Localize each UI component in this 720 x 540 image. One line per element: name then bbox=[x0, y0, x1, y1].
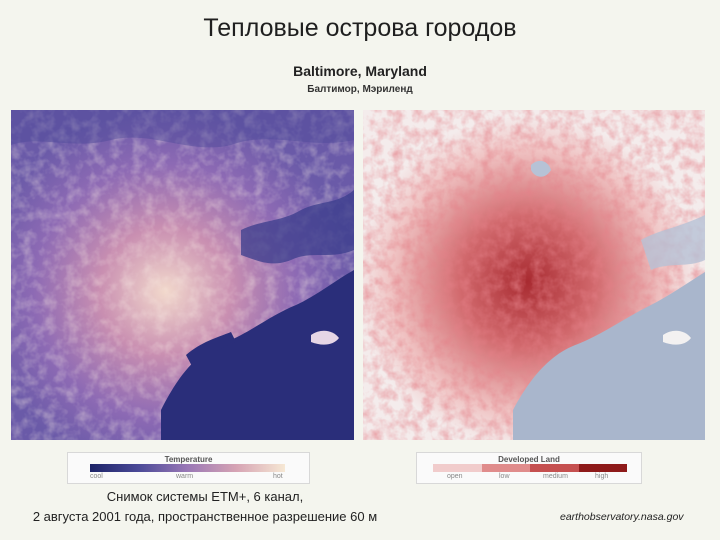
legend-swatch-open bbox=[433, 464, 482, 472]
temperature-map-image bbox=[11, 110, 354, 440]
legend-label-medium: medium bbox=[543, 473, 568, 480]
source-credit: earthobservatory.nasa.gov bbox=[560, 511, 684, 523]
subtitle-english: Baltimore, Maryland bbox=[293, 63, 427, 79]
legend-label-cool: cool bbox=[90, 473, 103, 480]
developed-land-legend: Developed Land open low medium high bbox=[416, 452, 642, 484]
developed-land-map-image bbox=[363, 110, 705, 440]
legend-label-warm: warm bbox=[176, 473, 194, 480]
page-title: Тепловые острова городов bbox=[203, 14, 517, 42]
legend-swatch-medium bbox=[530, 464, 579, 472]
developed-land-legend-title: Developed Land bbox=[498, 455, 560, 464]
temperature-color-bar bbox=[90, 464, 285, 472]
subtitle-russian: Балтимор, Мэриленд bbox=[307, 84, 413, 95]
legend-swatch-low bbox=[481, 464, 530, 472]
legend-swatch-high bbox=[578, 464, 627, 472]
legend-label-hot: hot bbox=[273, 473, 283, 480]
temperature-legend-title: Temperature bbox=[164, 455, 213, 464]
legend-label-high: high bbox=[595, 473, 609, 480]
developed-land-color-bar bbox=[433, 464, 627, 472]
caption-line-2: 2 августа 2001 года, пространственное ра… bbox=[32, 509, 378, 524]
legend-label-open: open bbox=[447, 473, 463, 480]
temperature-legend: Temperature cool warm hot bbox=[67, 452, 310, 484]
legend-label-low: low bbox=[499, 473, 510, 480]
caption-line-1: Снимок системы ETM+, 6 канал, bbox=[106, 489, 304, 504]
